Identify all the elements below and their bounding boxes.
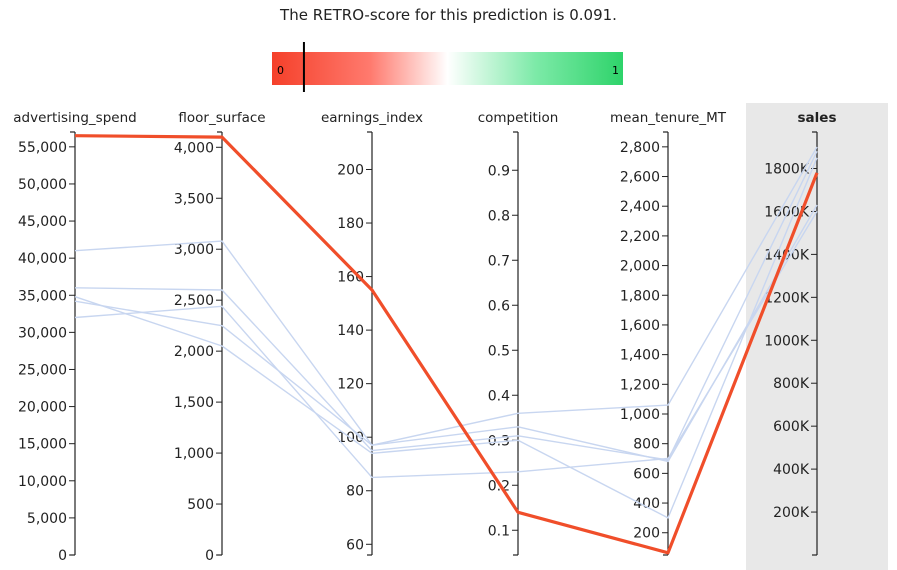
- tick-label: 140: [337, 323, 364, 339]
- axis-label-sales: sales: [798, 110, 837, 126]
- tick-label: 400K: [773, 462, 810, 478]
- tick-label: 800: [633, 437, 660, 453]
- colorbar-min-label: 0: [277, 64, 284, 77]
- tick-label: 3,500: [174, 191, 214, 207]
- context-line: [74, 204, 818, 463]
- tick-label: 1000K: [764, 333, 810, 349]
- tick-label: 15,000: [18, 437, 67, 453]
- chart-title: The RETRO-score for this prediction is 0…: [280, 6, 617, 24]
- axis-advertising-spend: 0 5,000 10,000 15,000 20,000 25,000 30,000 35,0…: [13, 110, 136, 564]
- tick-label: 0.9: [488, 163, 510, 179]
- tick-label: 0.7: [488, 253, 510, 269]
- tick-label: 60: [346, 537, 364, 553]
- colorbar-gradient: [272, 52, 623, 85]
- tick-label: 200: [337, 162, 364, 178]
- tick-label: 1,500: [174, 395, 214, 411]
- tick-label: 3,000: [174, 242, 214, 258]
- tick-label: 200K: [773, 505, 810, 521]
- tick-label: 4,000: [174, 140, 214, 156]
- tick-label: 800K: [773, 376, 810, 392]
- tick-label: 600K: [773, 419, 810, 435]
- tick-label: 80: [346, 484, 364, 500]
- tick-label: 200: [633, 526, 660, 542]
- tick-label: 0: [205, 548, 214, 564]
- context-line: [74, 146, 818, 446]
- tick-label: 35,000: [18, 288, 67, 304]
- tick-label: 500: [187, 497, 214, 513]
- tick-label: 40,000: [18, 251, 67, 267]
- tick-label: 1200K: [764, 290, 810, 306]
- tick-label: 30,000: [18, 325, 67, 341]
- tick-label: 20,000: [18, 400, 67, 416]
- tick-label: 400: [633, 496, 660, 512]
- tick-label: 1,600: [620, 318, 660, 334]
- tick-label: 2,200: [620, 229, 660, 245]
- retro-score-colorbar: 0 1: [272, 42, 623, 92]
- highlighted-prediction-line: [74, 134, 819, 555]
- tick-label: 0.5: [488, 343, 510, 359]
- tick-label: 0.4: [488, 388, 510, 404]
- colorbar-max-label: 1: [612, 64, 619, 77]
- context-line: [74, 150, 818, 461]
- tick-label: 2,800: [620, 140, 660, 156]
- context-line: [74, 157, 818, 519]
- tick-label: 600: [633, 466, 660, 482]
- tick-label: 55,000: [18, 140, 67, 156]
- tick-label: 2,500: [174, 293, 214, 309]
- axis-label-competition: competition: [478, 110, 559, 126]
- tick-label: 25,000: [18, 362, 67, 378]
- tick-label: 180: [337, 216, 364, 232]
- axis-label-earnings-index: earnings_index: [321, 110, 423, 126]
- tick-label: 1,200: [620, 377, 660, 393]
- tick-label: 2,600: [620, 170, 660, 186]
- tick-label: 45,000: [18, 214, 67, 230]
- tick-label: 2,000: [620, 259, 660, 275]
- tick-label: 1,400: [620, 348, 660, 364]
- axis-mean-tenure-mt: 200 400 600 800 1,000 1,200 1,400 1,600 1,800 2,0…: [610, 110, 727, 556]
- axis-label-advertising-spend: advertising_spend: [13, 110, 136, 126]
- axis-sales: 200K400K600K800K1000K1200K1400K1600K1800…: [764, 110, 837, 556]
- tick-label: 0.1: [488, 523, 510, 539]
- tick-label: 0.8: [488, 208, 510, 224]
- axis-label-floor-surface: floor_surface: [178, 110, 265, 126]
- tick-label: 10,000: [18, 474, 67, 490]
- axis-label-mean-tenure-mt: mean_tenure_MT: [610, 110, 727, 126]
- tick-label: 2,400: [620, 199, 660, 215]
- tick-label: 120: [337, 377, 364, 393]
- tick-label: 2,000: [174, 344, 214, 360]
- tick-label: 0.6: [488, 298, 510, 314]
- context-line: [74, 211, 818, 479]
- tick-label: 1,000: [174, 446, 214, 462]
- tick-label: 1,800: [620, 288, 660, 304]
- axis-floor-surface: 0 500 1,000 1,500 2,000 2,500 3,000 3,500 4,000 f…: [174, 110, 266, 564]
- tick-label: 0: [58, 548, 67, 564]
- tick-label: 1800K: [764, 162, 810, 178]
- plot-area: 0 5,000 10,000 15,000 20,000 25,000 30,000 35,0…: [13, 103, 888, 570]
- tick-label: 50,000: [18, 177, 67, 193]
- tick-label: 1,000: [620, 407, 660, 423]
- tick-label: 5,000: [27, 511, 67, 527]
